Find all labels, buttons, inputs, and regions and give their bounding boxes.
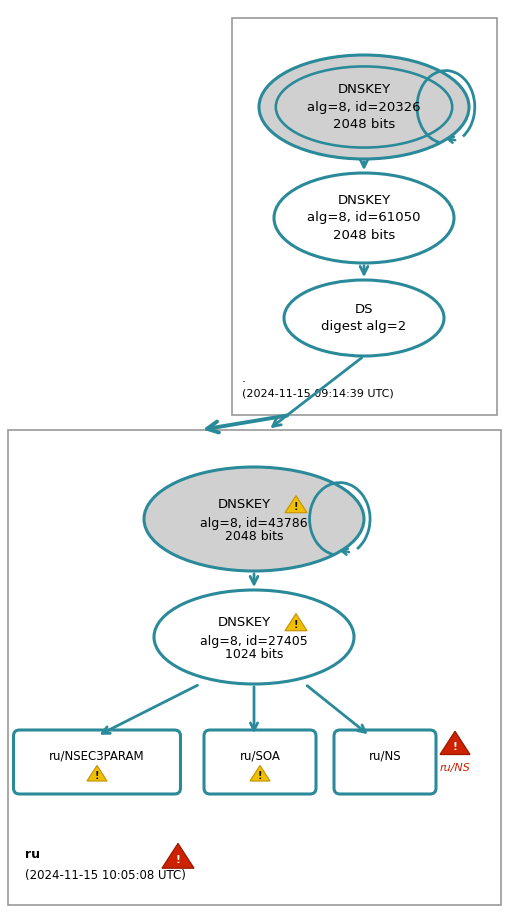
Text: DNSKEY
alg=8, id=61050
2048 bits: DNSKEY alg=8, id=61050 2048 bits [307, 194, 421, 242]
Text: ru/NSEC3PARAM: ru/NSEC3PARAM [49, 749, 145, 762]
Text: .: . [242, 372, 246, 385]
Ellipse shape [154, 590, 354, 684]
Text: DNSKEY: DNSKEY [217, 498, 271, 511]
Ellipse shape [144, 467, 364, 571]
Ellipse shape [259, 55, 469, 159]
Polygon shape [440, 731, 470, 754]
FancyBboxPatch shape [14, 730, 181, 794]
Ellipse shape [274, 173, 454, 263]
FancyBboxPatch shape [8, 430, 501, 905]
Text: !: ! [294, 620, 298, 630]
Text: ru/SOA: ru/SOA [240, 749, 280, 762]
FancyBboxPatch shape [232, 18, 497, 415]
Text: !: ! [294, 502, 298, 512]
Polygon shape [285, 614, 307, 630]
Text: (2024-11-15 10:05:08 UTC): (2024-11-15 10:05:08 UTC) [25, 869, 186, 881]
Text: !: ! [95, 771, 99, 781]
Text: !: ! [258, 771, 262, 781]
Text: 2048 bits: 2048 bits [225, 531, 283, 544]
Text: ru/NS: ru/NS [369, 749, 401, 762]
Text: alg=8, id=27405: alg=8, id=27405 [200, 634, 308, 648]
FancyBboxPatch shape [204, 730, 316, 794]
Text: ru: ru [25, 848, 40, 861]
Ellipse shape [284, 280, 444, 356]
Polygon shape [87, 765, 107, 781]
Text: (2024-11-15 09:14:39 UTC): (2024-11-15 09:14:39 UTC) [242, 388, 394, 398]
Text: alg=8, id=43786: alg=8, id=43786 [200, 517, 308, 530]
Text: !: ! [453, 742, 458, 751]
Text: DNSKEY
alg=8, id=20326
2048 bits: DNSKEY alg=8, id=20326 2048 bits [307, 83, 421, 131]
Text: DNSKEY: DNSKEY [217, 617, 271, 629]
Text: !: ! [176, 855, 180, 865]
Polygon shape [285, 496, 307, 512]
Text: ru/NS: ru/NS [440, 763, 470, 773]
Polygon shape [162, 844, 194, 869]
Text: DS
digest alg=2: DS digest alg=2 [321, 303, 407, 333]
FancyBboxPatch shape [334, 730, 436, 794]
Text: 1024 bits: 1024 bits [225, 649, 283, 662]
Polygon shape [250, 765, 270, 781]
